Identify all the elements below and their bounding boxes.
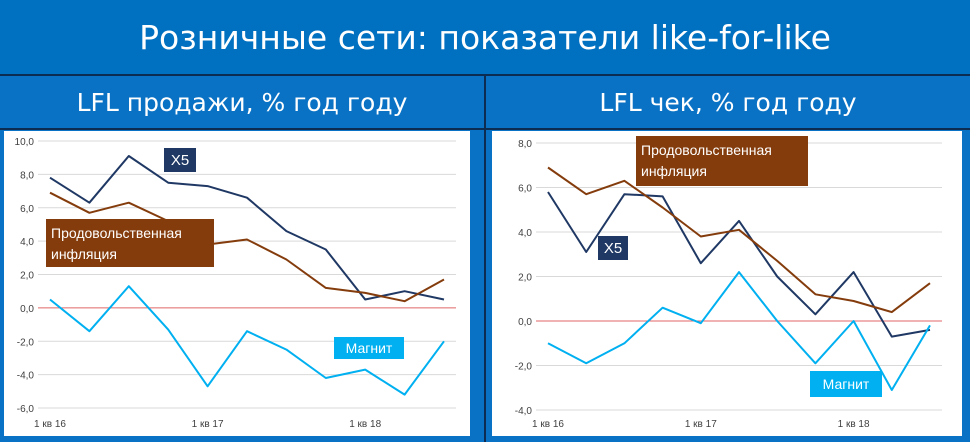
series-line-magnit	[547, 271, 931, 391]
y-tick-label: 2,0	[518, 273, 532, 284]
y-tick-label: -2,0	[515, 362, 533, 373]
y-tick-label: 8,0	[518, 139, 532, 150]
y-tick-label: 0,0	[20, 304, 34, 315]
divider	[484, 74, 486, 442]
series-line-x5	[49, 155, 445, 301]
x-tick-label: 1 кв 16	[34, 419, 66, 430]
y-tick-label: 6,0	[20, 204, 34, 215]
series-label-box	[810, 371, 882, 397]
chart-title-check: LFL чек, % год году	[599, 87, 857, 117]
y-tick-label: -2,0	[17, 337, 35, 348]
series-label-box	[164, 148, 196, 172]
series-line-x5	[547, 191, 931, 338]
series-label-text: Магнит	[346, 340, 393, 356]
series-label-text: инфляция	[51, 246, 117, 262]
y-tick-label: 2,0	[20, 271, 34, 282]
chart-panel-check: 8,0 6,0 4,0 2,0 0,0 -2,0 -4,0 1 кв 16 1 кв 17 1 к…	[492, 131, 962, 436]
x-tick-label: 1 кв 16	[532, 419, 564, 430]
y-tick-label: 4,0	[20, 237, 34, 248]
series-label-box	[46, 219, 214, 267]
y-tick-label: 6,0	[518, 184, 532, 195]
y-tick-label: -4,0	[515, 406, 533, 417]
y-tick-label: -4,0	[17, 371, 35, 382]
series-label-text: Магнит	[823, 376, 870, 392]
y-tick-label: 8,0	[20, 170, 34, 181]
series-label-inflation: Продовольственная инфляция	[636, 136, 808, 186]
series-label-box	[636, 136, 808, 186]
series-label-text: инфляция	[641, 163, 707, 179]
x-tick-label: 1 кв 17	[192, 419, 224, 430]
y-tick-label: 10,0	[15, 137, 35, 148]
series-label-magnit: Магнит	[334, 337, 404, 359]
x-tick-label: 1 кв 17	[685, 419, 717, 430]
y-tick-label: 0,0	[518, 317, 532, 328]
y-tick-label: -6,0	[17, 404, 35, 415]
series-label-text: X5	[604, 240, 622, 257]
series-line-inflation	[49, 191, 445, 303]
series-label-text: X5	[171, 152, 189, 169]
series-label-text: Продовольственная	[51, 225, 182, 241]
series-label-text: Продовольственная	[641, 142, 772, 158]
series-label-x5: X5	[164, 148, 196, 172]
page-title: Розничные сети: показатели like-for-like	[0, 0, 970, 74]
series-label-inflation: Продовольственная инфляция	[46, 219, 214, 267]
chart-panel-sales: 10,0 8,0 6,0 4,0 2,0 0,0 -2,0 -4,0 -6,0 1 кв 16 1 …	[4, 131, 470, 436]
series-label-box	[334, 337, 404, 359]
series-line-magnit	[49, 285, 445, 396]
series-label-box	[598, 236, 628, 260]
x-tick-label: 1 кв 18	[838, 419, 870, 430]
series-label-magnit: Магнит	[810, 371, 882, 397]
series-line-inflation	[547, 166, 931, 314]
y-tick-label: 4,0	[518, 228, 532, 239]
chart-sales: 10,0 8,0 6,0 4,0 2,0 0,0 -2,0 -4,0 -6,0 1 кв 16 1 …	[15, 137, 456, 430]
chart-check: 8,0 6,0 4,0 2,0 0,0 -2,0 -4,0 1 кв 16 1 кв 17 1 к…	[515, 136, 942, 430]
x-tick-label: 1 кв 18	[349, 419, 381, 430]
series-label-x5: X5	[598, 236, 628, 260]
chart-title-sales: LFL продажи, % год году	[76, 87, 408, 117]
